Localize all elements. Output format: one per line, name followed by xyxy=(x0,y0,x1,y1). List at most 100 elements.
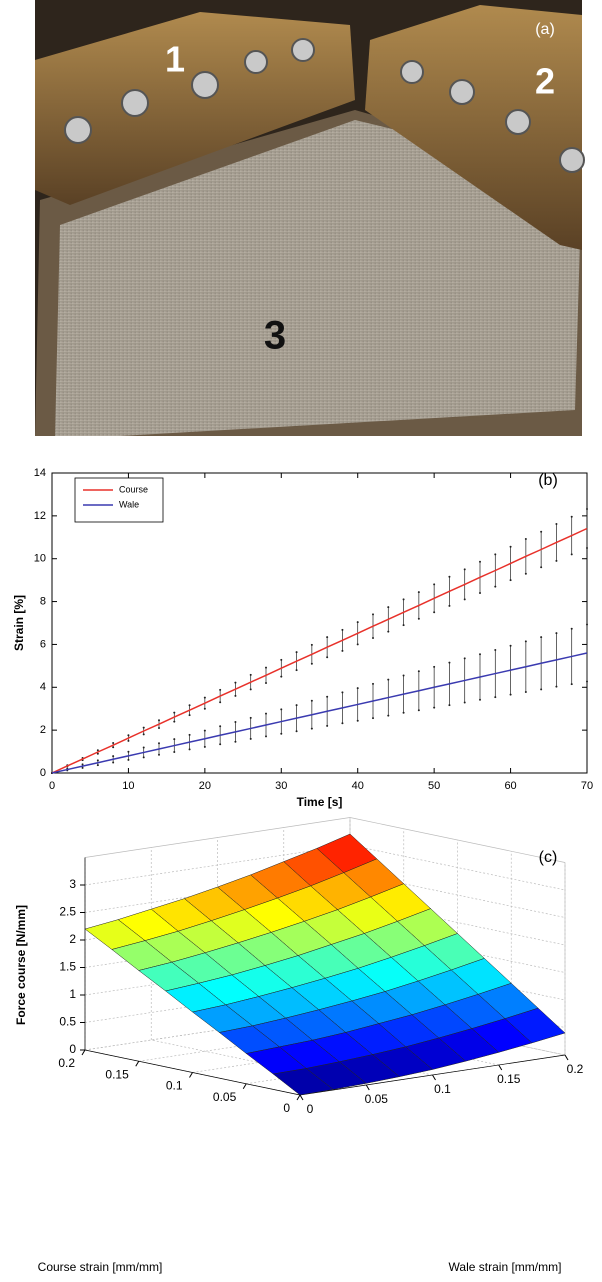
grid-line xyxy=(192,1032,458,1073)
error-cap xyxy=(173,751,176,753)
error-cap xyxy=(219,701,222,704)
photo-marker: 1 xyxy=(165,39,185,80)
error-cap xyxy=(448,575,451,578)
error-cap xyxy=(509,579,512,582)
error-cap xyxy=(555,632,558,635)
error-cap xyxy=(555,523,558,525)
error-cap xyxy=(203,707,206,710)
grid-line xyxy=(84,982,351,1023)
bolt xyxy=(244,50,268,74)
error-cap xyxy=(494,696,497,699)
error-cap xyxy=(341,628,344,631)
error-cap xyxy=(433,706,436,709)
error-cap xyxy=(158,719,160,722)
y-axis-label: Course strain [mm/mm] xyxy=(38,1260,163,1274)
error-cap xyxy=(295,651,298,654)
error-cap xyxy=(142,756,145,759)
error-cap xyxy=(249,737,252,740)
z-tick-label: 3 xyxy=(69,877,76,891)
error-cap xyxy=(127,750,130,753)
grid-line xyxy=(84,844,351,886)
error-cap xyxy=(341,691,344,694)
x-tick xyxy=(432,1074,436,1081)
surface-cell xyxy=(272,1068,334,1096)
error-cap xyxy=(387,630,390,633)
x-tick xyxy=(299,1094,304,1101)
clamp-1 xyxy=(35,12,355,205)
photo-marker: 3 xyxy=(264,314,286,358)
z-tick-label: 2 xyxy=(69,932,76,946)
error-cap xyxy=(448,604,451,607)
plot-area xyxy=(51,472,588,774)
error-cap xyxy=(280,675,283,678)
error-cap xyxy=(142,746,145,749)
z-tick-label: 0 xyxy=(69,1042,76,1056)
error-cap xyxy=(188,714,191,717)
error-cap xyxy=(433,583,436,586)
error-cap xyxy=(570,553,573,556)
error-cap xyxy=(280,708,283,711)
error-cap xyxy=(540,530,543,533)
error-cap xyxy=(341,722,344,725)
error-cap xyxy=(142,733,145,736)
error-cap xyxy=(173,711,176,714)
error-cap xyxy=(463,598,466,601)
error-cap xyxy=(234,694,237,697)
error-cap xyxy=(494,649,497,651)
error-cap xyxy=(295,704,298,707)
error-cap xyxy=(112,755,115,758)
error-cap xyxy=(524,572,527,575)
error-cap xyxy=(234,681,237,684)
x-tick-label: 0.1 xyxy=(434,1082,451,1096)
x-tick-label: 20 xyxy=(199,780,211,792)
error-cap xyxy=(479,560,481,563)
error-cap xyxy=(127,734,130,737)
error-cap xyxy=(372,637,374,639)
error-cap xyxy=(219,743,222,746)
error-cap xyxy=(570,683,573,686)
x-tick-label: 0.2 xyxy=(567,1062,584,1076)
y-tick xyxy=(296,1094,301,1101)
y-tick-label: 0.2 xyxy=(58,1056,75,1070)
y-tick-label: 0.05 xyxy=(213,1090,237,1104)
grid-line xyxy=(84,872,351,913)
error-cap xyxy=(586,680,588,683)
error-cap xyxy=(96,764,99,767)
series-line xyxy=(51,527,588,774)
error-cap xyxy=(249,716,252,719)
error-cap xyxy=(524,691,527,693)
error-cap xyxy=(326,724,329,727)
error-cap xyxy=(555,559,558,562)
error-cap xyxy=(356,621,359,624)
error-cap xyxy=(310,643,313,646)
error-cap xyxy=(586,508,588,510)
error-cap xyxy=(188,748,191,751)
x-tick-label: 70 xyxy=(581,780,593,792)
y-tick-label: 6 xyxy=(40,638,46,650)
error-cap xyxy=(96,759,99,762)
z-tick-label: 2.5 xyxy=(59,905,76,919)
error-cap xyxy=(158,727,160,729)
bolt xyxy=(64,116,92,144)
y-tick-label: 8 xyxy=(40,595,46,607)
error-cap xyxy=(417,709,420,712)
error-cap xyxy=(249,688,252,691)
error-cap xyxy=(81,766,84,769)
x-axis-label: Time [s] xyxy=(297,795,343,809)
error-cap xyxy=(203,729,206,732)
error-cap xyxy=(479,698,481,701)
error-cap xyxy=(402,711,405,714)
bolt xyxy=(121,89,149,117)
error-cap xyxy=(479,592,481,594)
y-tick xyxy=(189,1072,193,1078)
error-cap xyxy=(203,745,206,748)
error-cap xyxy=(265,666,267,669)
error-cap xyxy=(280,658,283,661)
y-tick-label: 0 xyxy=(40,767,46,779)
x-tick-label: 0.15 xyxy=(497,1072,521,1086)
error-cap xyxy=(280,732,283,735)
z-tick-label: 1.5 xyxy=(59,960,76,974)
x-tick-label: 0 xyxy=(49,780,55,792)
error-cap xyxy=(341,649,344,652)
